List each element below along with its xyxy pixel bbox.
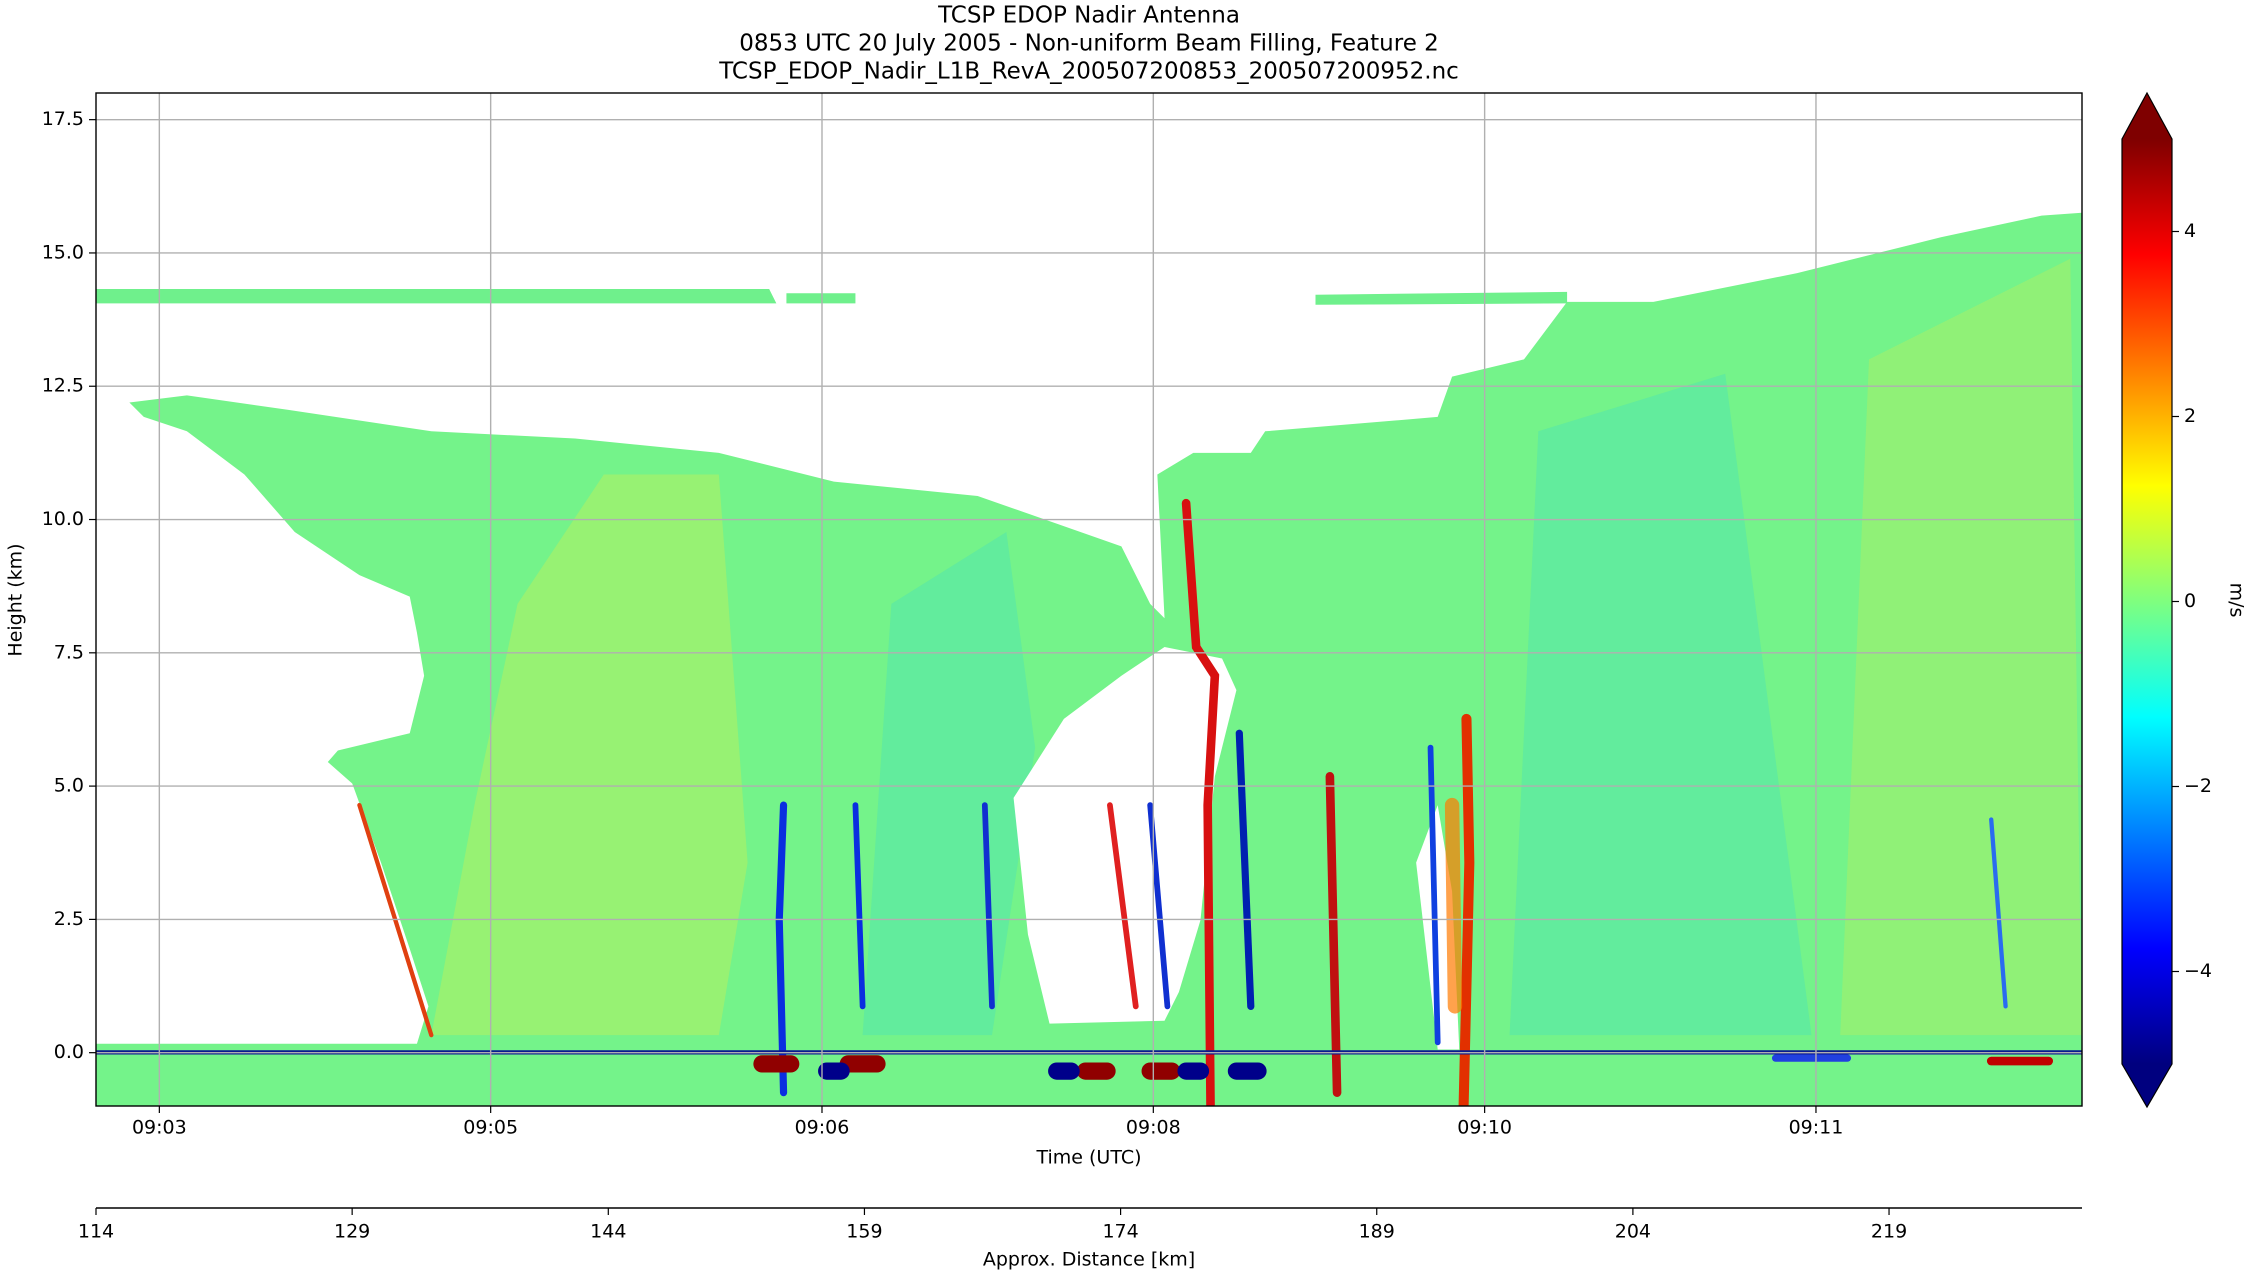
x-axis-label: Time (UTC) [1035,1147,1141,1169]
y-axis-label: Height (km) [5,543,27,656]
y-tick-label: 10.0 [42,508,84,530]
file-name: TCSP_EDOP_Nadir_L1B_RevA_200507200853_20… [718,59,1459,85]
y-tick-label: 15.0 [42,241,84,263]
colorbar-tick-label: 2 [2184,405,2196,427]
y-tick-label: 5.0 [54,775,84,797]
y-tick-label: 2.5 [54,908,84,930]
colorbar-tick-label: 0 [2184,590,2196,612]
x-tick-label: 09:11 [1789,1117,1844,1139]
x-tick-label: 09:10 [1457,1117,1512,1139]
x2-tick-label: 174 [1102,1221,1138,1243]
x2-axis-label: Approx. Distance [km] [983,1249,1195,1271]
colorbar-tick-label: −2 [2184,775,2212,797]
x2-tick-label: 219 [1871,1221,1907,1243]
x-tick-label: 09:06 [795,1117,850,1139]
x2-tick-label: 114 [78,1221,114,1243]
y-tick-label: 7.5 [54,641,84,663]
colorbar-frame [2121,91,2173,1109]
y-tick-label: 17.5 [42,108,84,130]
radar-field [96,212,2082,1106]
x2-tick-label: 159 [846,1221,882,1243]
x-tick-label: 09:08 [1126,1117,1181,1139]
chart-subtitle: 0853 UTC 20 July 2005 - Non-uniform Beam… [739,31,1439,57]
x2-tick-label: 129 [334,1221,370,1243]
x-tick-label: 09:03 [132,1117,187,1139]
anvil [96,288,1568,305]
x-tick-label: 09:05 [463,1117,518,1139]
plot-frame [95,92,2083,1107]
x2-tick-label: 189 [1359,1221,1395,1243]
chart-title: TCSP EDOP Nadir Antenna [937,3,1240,29]
colorbar-extend-min [2122,1064,2172,1107]
x2-tick-label: 204 [1615,1221,1651,1243]
colorbar-label: m/s [2226,583,2248,618]
echo-shade [862,373,1812,1036]
echo-shade [1840,258,2082,1036]
colorbar-tick-label: 4 [2184,220,2196,242]
colorbar-tick-label: −4 [2184,960,2212,982]
y-tick-label: 12.5 [42,375,84,397]
x2-tick-label: 144 [590,1221,626,1243]
echo-gap [1013,646,1460,1050]
y-tick-label: 0.0 [54,1041,84,1063]
colorbar-extend-max [2122,93,2172,139]
colorbar [2122,139,2172,1064]
echo-shade [431,474,748,1036]
